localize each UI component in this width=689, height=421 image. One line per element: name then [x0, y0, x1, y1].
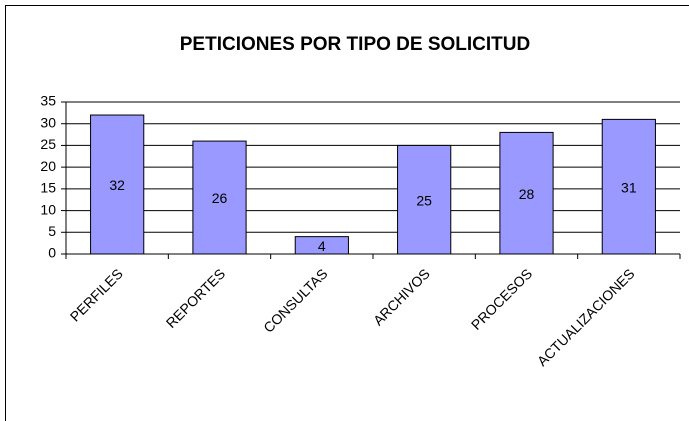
data-label: 28: [519, 186, 535, 202]
data-label: 26: [212, 190, 228, 206]
chart-title: PETICIONES POR TIPO DE SOLICITUD: [180, 34, 530, 55]
bar: [601, 118, 656, 255]
y-tick-label: 35: [40, 93, 56, 109]
data-label: 4: [318, 238, 326, 254]
data-label: 32: [109, 177, 125, 193]
y-tick-label: 10: [40, 201, 56, 217]
y-tick-label: 25: [40, 136, 56, 152]
bar: [499, 131, 554, 255]
y-tick-label: 5: [48, 223, 56, 239]
bar: [90, 114, 145, 255]
data-label: 31: [621, 179, 637, 195]
bar: [397, 144, 452, 255]
y-tick-label: 15: [40, 180, 56, 196]
bar: [294, 236, 349, 255]
bar: [192, 140, 247, 255]
y-tick-label: 30: [40, 114, 56, 130]
data-label: 25: [416, 192, 432, 208]
y-tick-label: 20: [40, 158, 56, 174]
y-tick-label: 0: [48, 245, 56, 261]
